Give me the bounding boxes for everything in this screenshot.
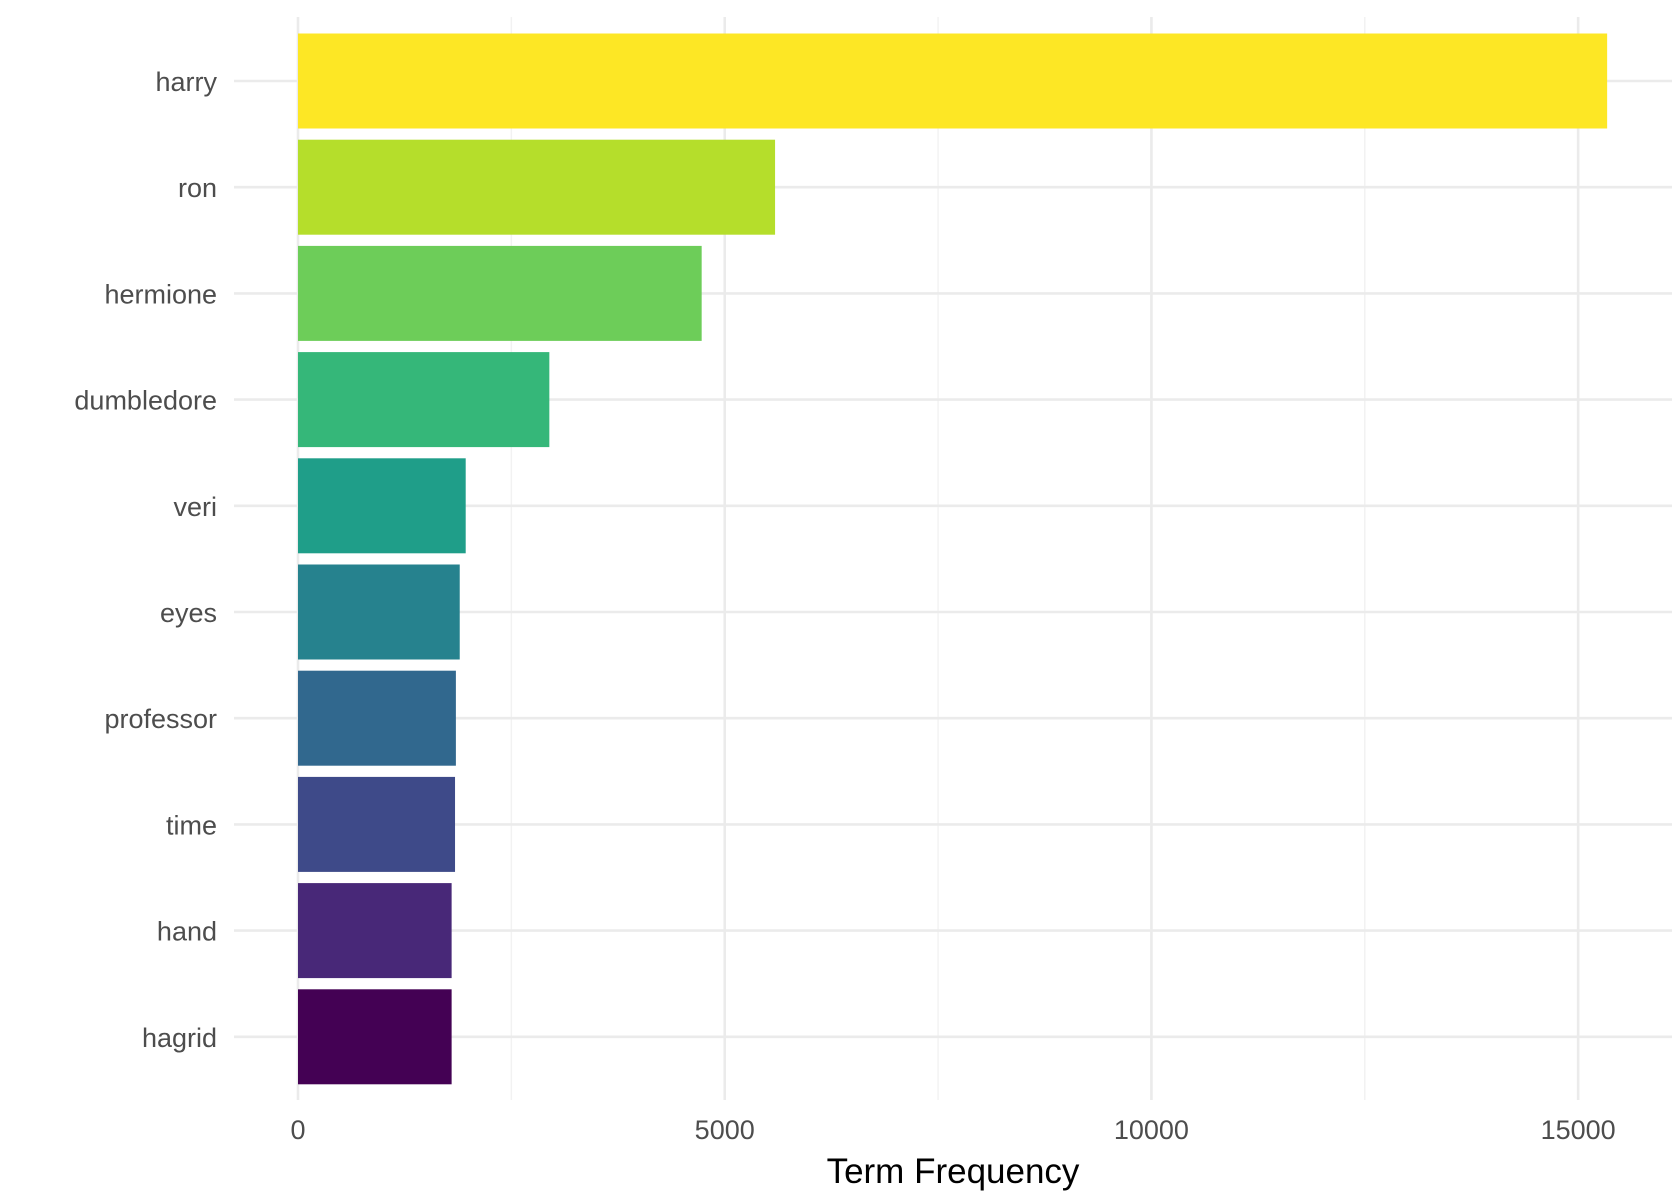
x-tick-labels: 0 5000 10000 15000 [290, 1115, 1615, 1145]
y-tick-label: eyes [160, 598, 217, 628]
bar-eyes [298, 564, 460, 660]
y-tick-label: hand [157, 917, 217, 947]
x-tick-label: 15000 [1541, 1115, 1616, 1145]
bar-professor [298, 670, 456, 766]
bar-hagrid [298, 989, 452, 1085]
bar-layer [298, 33, 1608, 1085]
y-tick-label: hagrid [142, 1023, 217, 1053]
y-tick-label: dumbledore [74, 386, 217, 416]
y-tick-label: harry [155, 67, 217, 97]
x-axis-title: Term Frequency [827, 1152, 1080, 1191]
bar-time [298, 776, 456, 872]
bar-ron [298, 139, 776, 235]
y-tick-label: professor [104, 704, 217, 734]
y-tick-label: hermione [104, 279, 217, 309]
x-tick-label: 5000 [695, 1115, 755, 1145]
y-tick-label: time [166, 810, 217, 840]
y-tick-labels: harry ron hermione dumbledore veri eyes profes… [74, 67, 217, 1053]
bar-dumbledore [298, 352, 550, 448]
x-tick-label: 0 [290, 1115, 305, 1145]
bar-hand [298, 883, 452, 979]
y-tick-label: veri [173, 492, 217, 522]
bar-veri [298, 458, 466, 554]
bar-hermione [298, 245, 702, 341]
y-tick-label: ron [178, 173, 217, 203]
x-tick-label: 10000 [1114, 1115, 1189, 1145]
bar-harry [298, 33, 1608, 129]
